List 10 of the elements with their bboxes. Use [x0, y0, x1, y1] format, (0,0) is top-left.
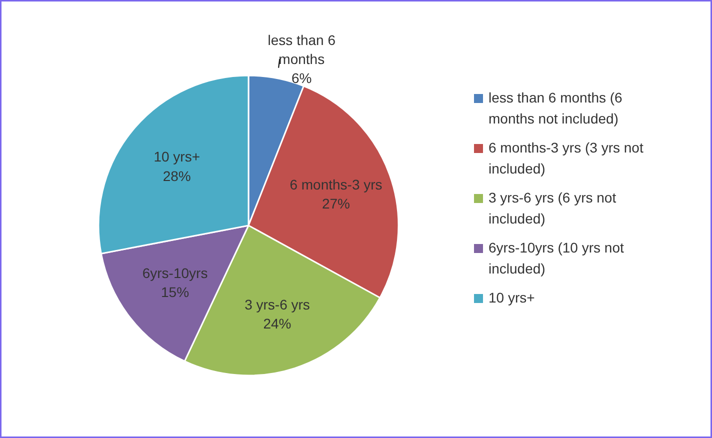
legend-label: 10 yrs+ — [488, 290, 535, 306]
legend-label: 6 months-3 yrs (3 yrs not included) — [488, 140, 644, 176]
legend-label: 3 yrs-6 yrs (6 yrs not included) — [488, 190, 616, 226]
legend-label: 6yrs-10yrs (10 yrs not included) — [488, 240, 624, 276]
data-label: 3 yrs-6 yrs 24% — [244, 296, 310, 332]
data-label: 6 months-3 yrs 27% — [290, 176, 382, 212]
legend-label: less than 6 months (6 months not included) — [488, 90, 623, 126]
data-label: 6yrs-10yrs 15% — [142, 264, 208, 300]
data-label: 10 yrs+ 28% — [154, 148, 200, 184]
data-label: less than 6 months 6% — [268, 32, 336, 86]
